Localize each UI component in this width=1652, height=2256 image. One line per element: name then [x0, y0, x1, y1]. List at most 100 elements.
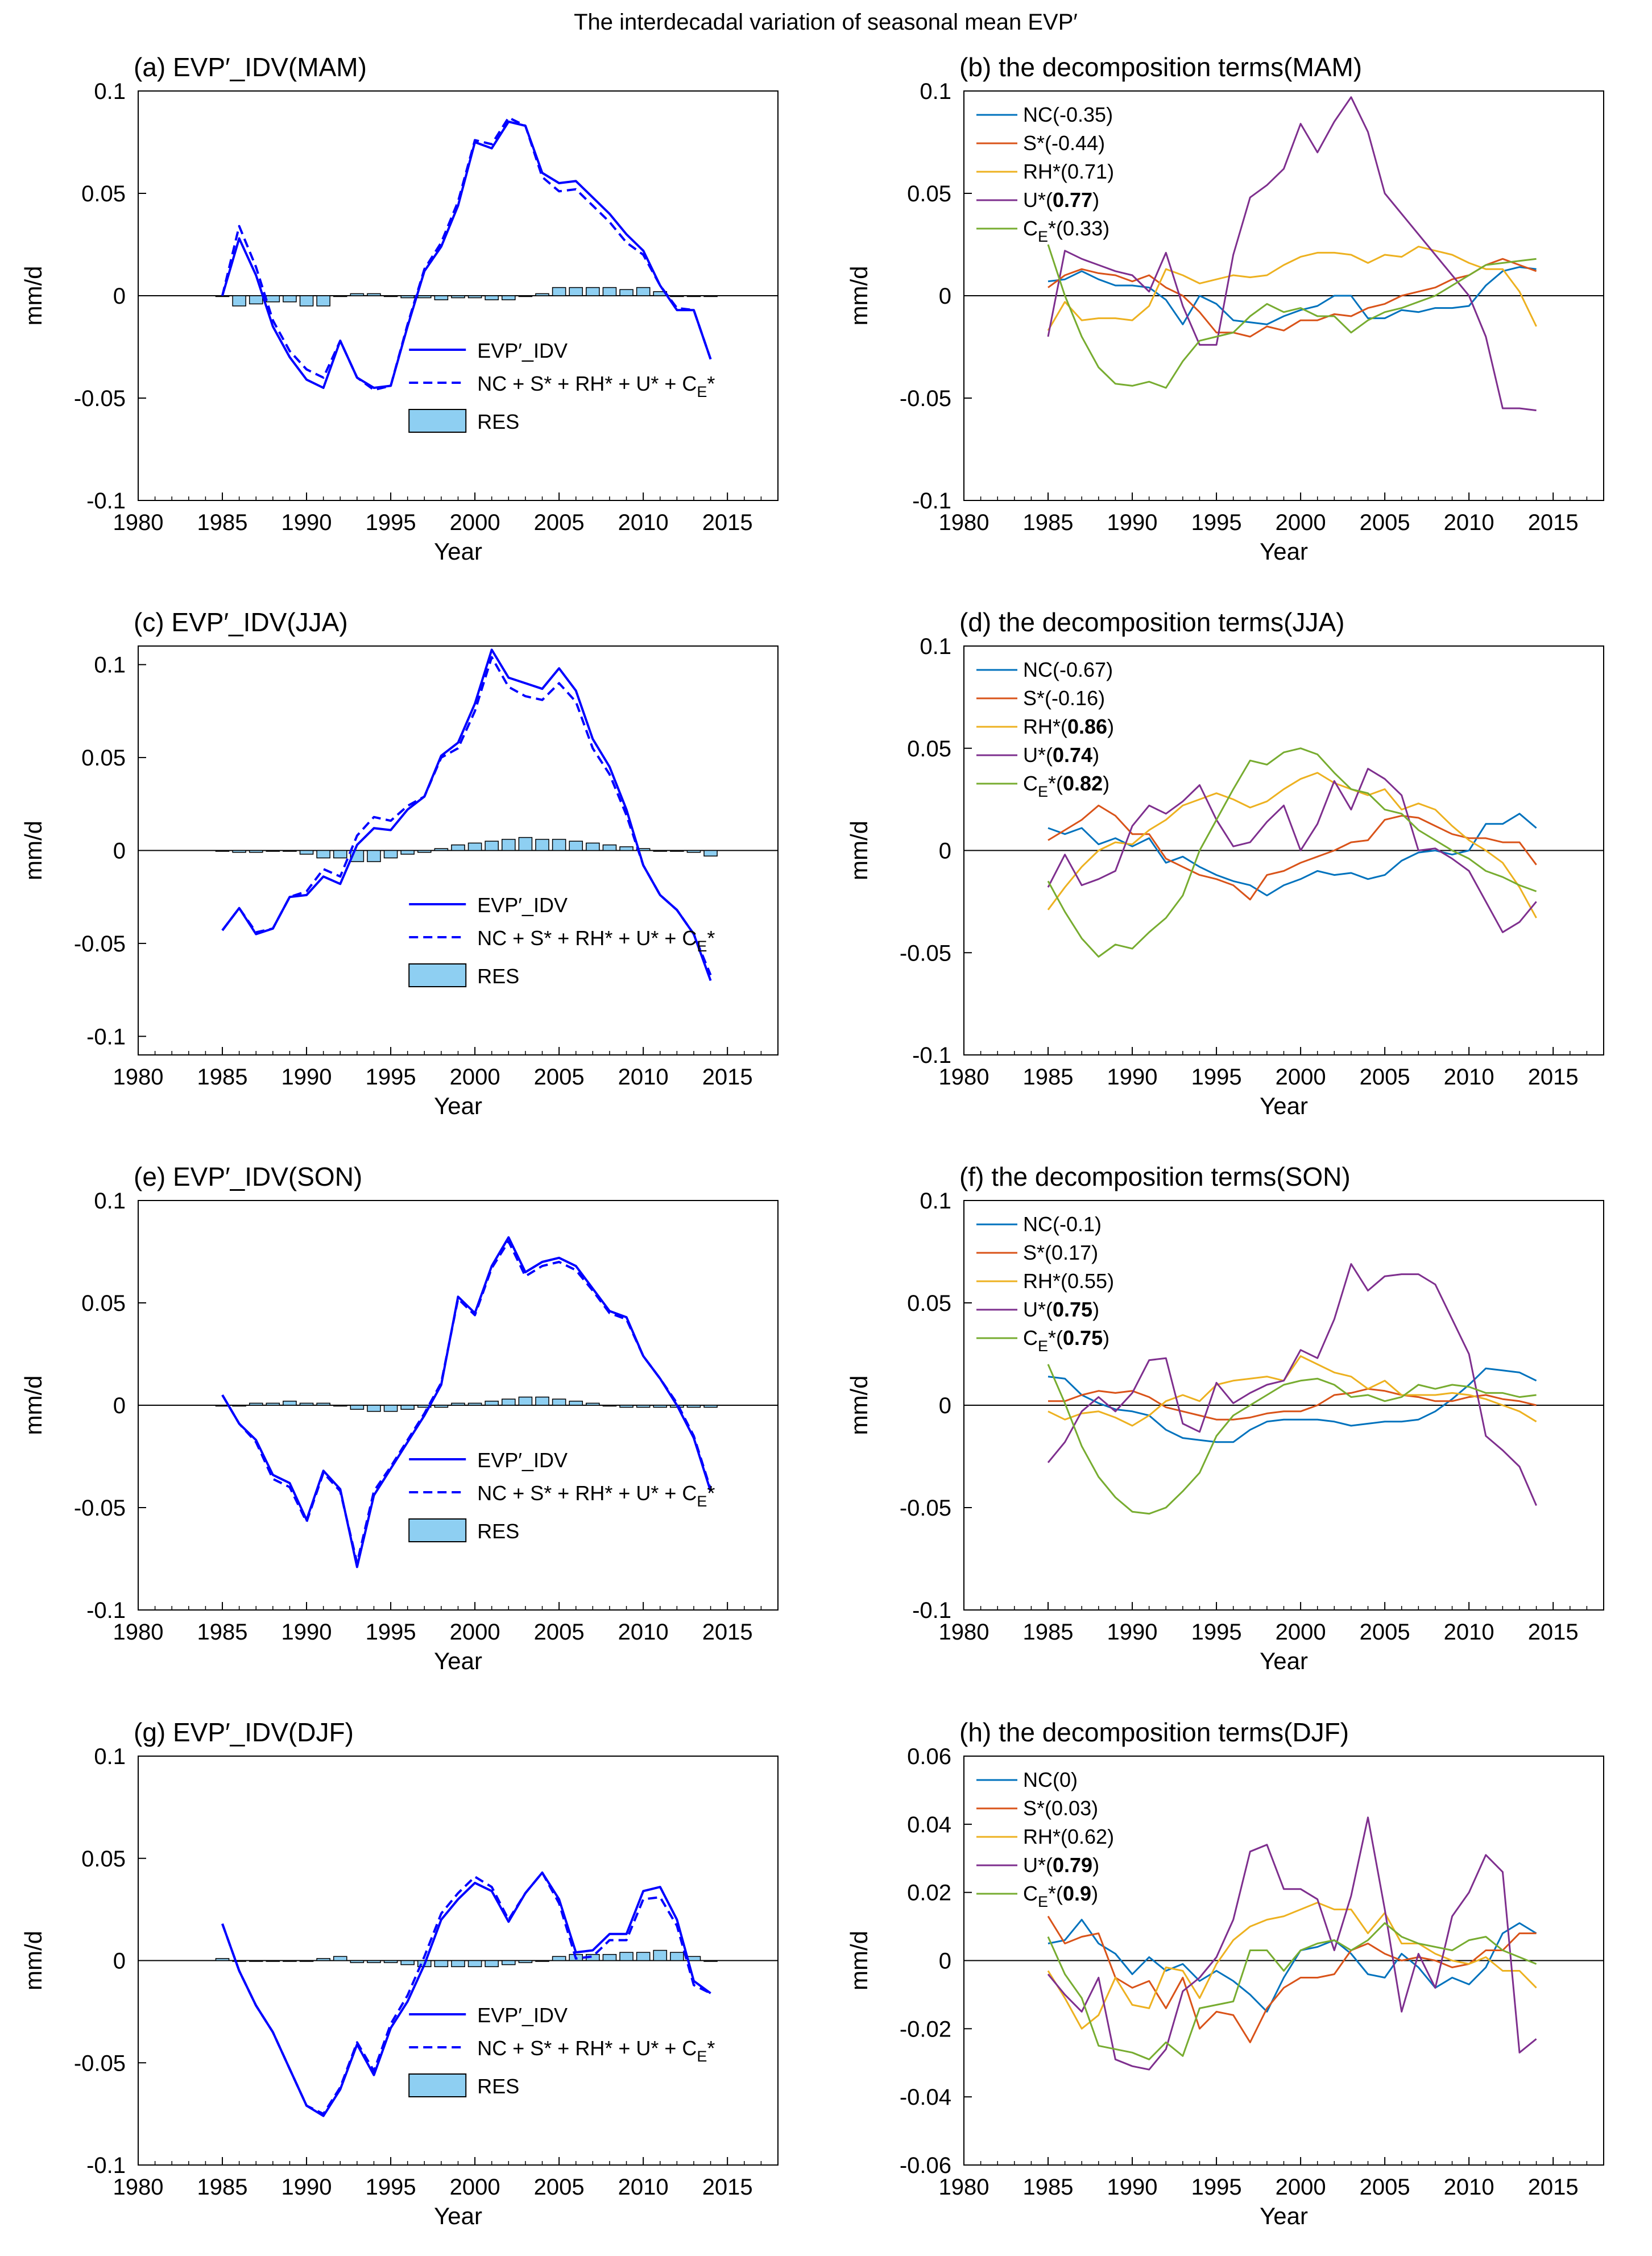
res-bar [602, 1405, 617, 1407]
y-tick-label: -0.05 [74, 1496, 126, 1521]
res-bar [417, 850, 432, 853]
x-tick-label: 1980 [113, 510, 164, 535]
res-bar [602, 1953, 617, 1961]
series-line-s [1047, 1915, 1537, 2043]
x-tick-label: 1980 [113, 1620, 164, 1645]
legend-label: S*(0.17) [1023, 1241, 1098, 1264]
x-tick-label: 1985 [197, 1620, 248, 1645]
y-tick-label: 0.06 [907, 1744, 951, 1769]
legend-label: RES [477, 2075, 519, 2098]
legend-label: RES [477, 1520, 519, 1543]
y-tick-label: -0.1 [86, 1024, 126, 1049]
res-bar [552, 1956, 566, 1961]
res-bar [703, 1960, 718, 1962]
res-bar [299, 1402, 314, 1406]
y-tick-label: 0 [939, 839, 951, 864]
res-bar [400, 1960, 415, 1965]
legend-label: S*(-0.44) [1023, 131, 1105, 155]
res-bar [670, 295, 684, 297]
y-axis-label: mm/d [20, 1931, 47, 1990]
panel-b: (b) the decomposition terms(MAM) -0.1 -0.0… [846, 52, 1604, 565]
x-axis-label: Year [1260, 538, 1308, 565]
res-bar [299, 295, 314, 307]
res-bar [502, 1960, 516, 1965]
x-tick-label: 1980 [113, 1065, 164, 1090]
res-bar [703, 295, 718, 297]
res-bar [367, 850, 381, 862]
x-tick-label: 2015 [702, 510, 753, 535]
x-tick-label: 1990 [1107, 1620, 1158, 1645]
res-bar [451, 844, 465, 851]
x-tick-label: 2010 [618, 2175, 669, 2200]
series-line-u [1047, 768, 1537, 933]
legend-label: NC + S* + RH* + U* + CE* [477, 1481, 715, 1510]
legend-label: S*(0.03) [1023, 1796, 1098, 1820]
res-bar [518, 1396, 533, 1406]
x-tick-label: 1980 [939, 2175, 989, 2200]
res-bar [350, 293, 365, 296]
res-bar [215, 295, 230, 297]
legend-label: NC + S* + RH* + U* + CE* [477, 926, 715, 955]
series-line-u [1047, 96, 1537, 412]
res-bar [636, 1952, 651, 1961]
x-tick-label: 1990 [1107, 2175, 1158, 2200]
res-bar [502, 295, 516, 300]
series-line-nc [1047, 1919, 1537, 2013]
x-tick-label: 2015 [702, 1620, 753, 1645]
y-tick-label: 0.05 [81, 1847, 126, 1872]
legend-label: RES [477, 965, 519, 988]
res-bar [602, 287, 617, 296]
y-tick-label: 0.05 [907, 181, 951, 206]
y-tick-label: 0.05 [81, 746, 126, 771]
res-bar [586, 287, 600, 296]
res-bar [215, 1405, 230, 1407]
y-tick-label: -0.1 [912, 1043, 951, 1068]
x-tick-label: 2010 [1444, 1065, 1494, 1090]
res-bar [518, 1960, 533, 1963]
x-tick-label: 2005 [1360, 2175, 1410, 2200]
y-tick-label: 0.05 [81, 1291, 126, 1316]
y-tick-label: 0.05 [907, 736, 951, 761]
x-tick-label: 2005 [1360, 1065, 1410, 1090]
panel-c: (c) EVP′_IDV(JJA) -0.1 -0.05 0 0.05 0.1 1980 19… [20, 607, 779, 1119]
res-bar [400, 295, 415, 299]
series-line-ce [1047, 244, 1537, 389]
y-axis-label: mm/d [846, 821, 872, 880]
res-bar [467, 1402, 482, 1406]
res-bar [316, 1402, 330, 1406]
res-bar [552, 287, 566, 296]
y-tick-label: -0.05 [74, 932, 126, 957]
res-bar [266, 1960, 280, 1962]
legend-corr: 0.71 [1067, 160, 1107, 183]
legend-corr: 0.75 [1053, 1298, 1092, 1321]
res-bar [283, 850, 297, 852]
x-tick-label: 1995 [1191, 510, 1242, 535]
y-tick-label: 0.02 [907, 1881, 951, 1906]
y-tick-label: 0.05 [81, 181, 126, 206]
res-bar [467, 1960, 482, 1968]
legend-label: NC(-0.35) [1023, 103, 1113, 126]
panel-e: (e) EVP′_IDV(SON) -0.1 -0.05 0 0.05 0.1 1980 19… [20, 1162, 779, 1674]
y-tick-label: 0.04 [907, 1812, 951, 1837]
figure-title: The interdecadal variation of seasonal m… [574, 10, 1078, 35]
legend-corr: 0.74 [1053, 743, 1092, 767]
res-bar [249, 1960, 263, 1962]
y-tick-label: -0.05 [74, 386, 126, 411]
res-bar [299, 1960, 314, 1962]
x-tick-label: 1980 [113, 2175, 164, 2200]
res-bar [266, 295, 280, 303]
res-bar [619, 1405, 634, 1408]
res-bar [535, 1960, 549, 1962]
y-tick-label: 0 [113, 839, 126, 864]
legend-label: EVP′_IDV [477, 1448, 568, 1472]
res-bar [467, 295, 482, 299]
y-axis-label: mm/d [846, 1931, 872, 1990]
y-tick-label: -0.05 [900, 1496, 951, 1521]
legend-label: NC(-0.67) [1023, 658, 1113, 681]
res-bar [333, 850, 347, 859]
legend-label: EVP′_IDV [477, 339, 568, 362]
x-tick-label: 2015 [1528, 1620, 1579, 1645]
x-axis-label: Year [434, 2203, 482, 2229]
y-tick-label: 0.1 [94, 79, 126, 104]
x-tick-label: 2015 [702, 2175, 753, 2200]
